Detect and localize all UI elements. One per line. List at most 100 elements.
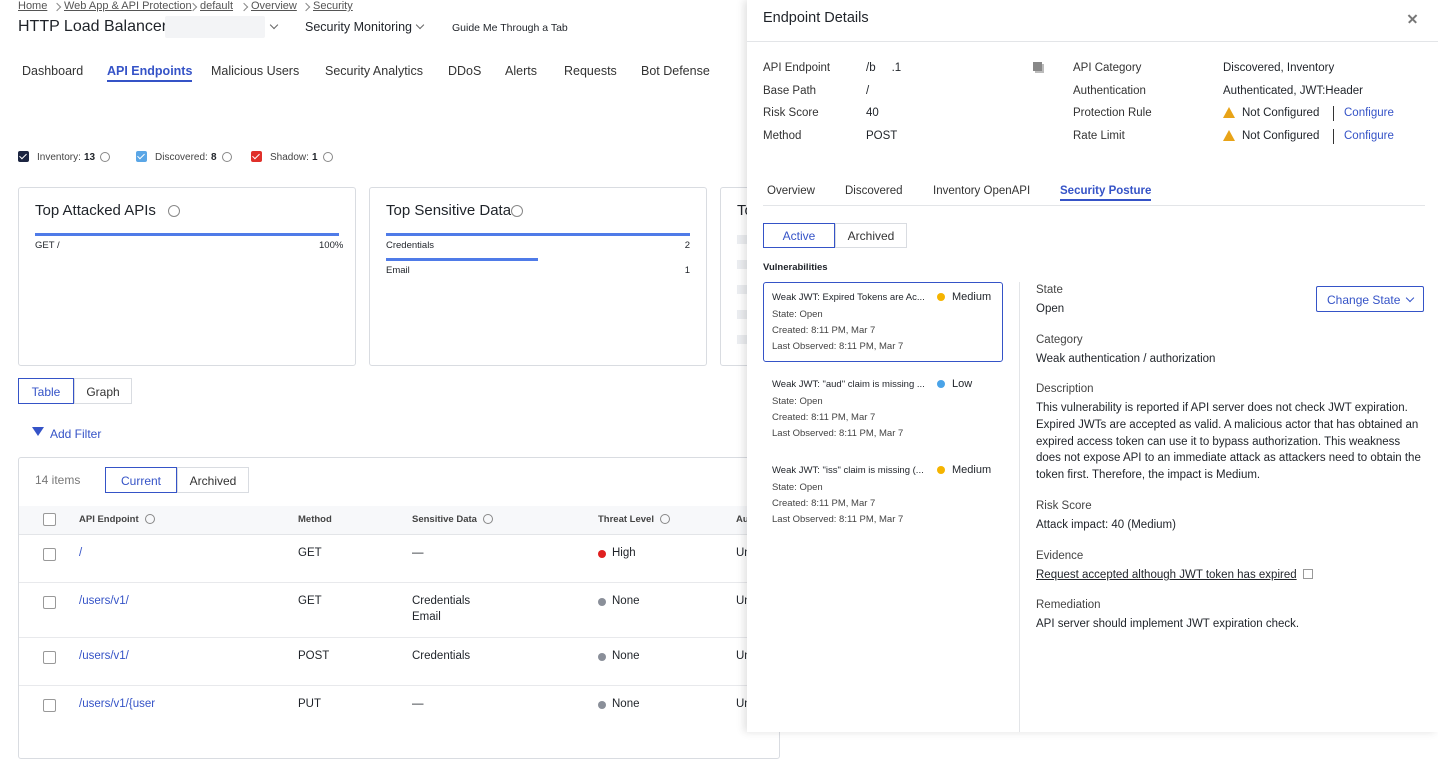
- divider: [763, 205, 1425, 206]
- severity: Medium: [952, 464, 992, 476]
- vulnerability-created: Created: 8:11 PM, Mar 7: [772, 498, 876, 509]
- add-filter[interactable]: Add Filter: [50, 427, 102, 441]
- breadcrumb-link[interactable]: Web App & API Protection: [64, 0, 192, 12]
- toggle-button[interactable]: Graph: [74, 378, 132, 404]
- detail-section-value: API server should implement JWT expirati…: [1036, 618, 1300, 630]
- vulnerability-title: Weak JWT: "aud" claim is missing ...: [772, 379, 925, 390]
- toggle-button[interactable]: Table: [18, 378, 74, 404]
- page-tab[interactable]: Requests: [564, 64, 617, 78]
- toggle-button[interactable]: Archived: [177, 467, 249, 493]
- info-icon: [660, 514, 670, 524]
- checkbox[interactable]: [43, 596, 56, 609]
- detail-section-label: Category: [1036, 334, 1083, 346]
- page-tab[interactable]: Security Analytics: [325, 64, 423, 78]
- drawer-tab[interactable]: Inventory OpenAPI: [933, 185, 1031, 197]
- checkbox[interactable]: [43, 513, 56, 526]
- checkbox[interactable]: [43, 548, 56, 561]
- breadcrumb-link[interactable]: Overview: [251, 0, 297, 12]
- threat-level: None: [612, 698, 640, 710]
- divider: [747, 41, 1438, 42]
- filter-label: Shadow:: [270, 152, 309, 163]
- checkbox[interactable]: [43, 651, 56, 664]
- vulnerability-card[interactable]: [763, 282, 1003, 362]
- configure-link[interactable]: Configure: [1344, 107, 1394, 120]
- card-row-value: 100%: [319, 240, 344, 251]
- card-bar: [386, 258, 538, 261]
- breadcrumb-link[interactable]: Security: [313, 0, 353, 12]
- placeholder: [737, 285, 749, 294]
- card-bar: [35, 233, 339, 236]
- page-tab[interactable]: Dashboard: [22, 64, 84, 78]
- detail-value: /b .1: [866, 62, 902, 74]
- guide-link[interactable]: Guide Me Through a Tab: [452, 22, 568, 34]
- configure-link[interactable]: Configure: [1344, 130, 1394, 143]
- drawer-tab[interactable]: Security Posture: [1060, 185, 1152, 201]
- detail-label: API Endpoint: [763, 62, 831, 74]
- filter-checkbox[interactable]: [136, 151, 147, 162]
- detail-value: Not Configured: [1242, 107, 1320, 120]
- info-icon: [145, 514, 155, 524]
- endpoint-link[interactable]: /: [79, 547, 83, 559]
- divider: [1019, 282, 1020, 732]
- info-icon: [222, 152, 232, 162]
- drawer-tab[interactable]: Overview: [767, 185, 815, 197]
- vulnerability-title: Weak JWT: Expired Tokens are Ac...: [772, 292, 925, 303]
- card-title: Top Attacked APIs: [35, 202, 156, 219]
- detail-label: Base Path: [763, 84, 817, 97]
- vulnerability-last-observed: Last Observed: 8:11 PM, Mar 7: [772, 428, 904, 439]
- detail-label: Method: [763, 130, 802, 143]
- detail-section-value[interactable]: Request accepted although JWT token has …: [1036, 569, 1297, 581]
- endpoint-link[interactable]: /users/v1/{user: [79, 698, 156, 710]
- filter-icon[interactable]: [32, 427, 44, 436]
- detail-section-label: Remediation: [1036, 599, 1101, 611]
- threat-level: None: [612, 650, 640, 662]
- view-dropdown[interactable]: Security Monitoring: [305, 20, 412, 34]
- vulnerability-last-observed: Last Observed: 8:11 PM, Mar 7: [772, 341, 904, 352]
- page-tab[interactable]: Bot Defense: [641, 64, 710, 78]
- info-icon: [100, 152, 110, 162]
- toggle-button[interactable]: Current: [105, 467, 177, 493]
- placeholder: [737, 310, 749, 319]
- drawer-tab[interactable]: Discovered: [845, 185, 903, 197]
- page-tab[interactable]: DDoS: [448, 64, 482, 78]
- method: POST: [298, 650, 330, 662]
- card-row-label: Credentials: [386, 240, 435, 251]
- threat-dot: [598, 653, 606, 661]
- breadcrumb-link[interactable]: default: [200, 0, 234, 12]
- endpoint-link[interactable]: /users/v1/: [79, 595, 129, 607]
- sensitive-data: —: [412, 698, 424, 710]
- page-tab[interactable]: Alerts: [505, 64, 537, 78]
- threat-dot: [598, 598, 606, 606]
- card-row-value: 2: [684, 240, 690, 251]
- detail-label: Rate Limit: [1073, 130, 1125, 143]
- detail-section-label: State: [1036, 284, 1063, 296]
- lb-caret: [269, 20, 279, 30]
- card-row-value: 1: [684, 265, 690, 276]
- info-icon: [483, 514, 493, 524]
- vulnerability-state: State: Open: [772, 309, 823, 320]
- breadcrumb-link[interactable]: Home: [18, 0, 48, 12]
- lb-select[interactable]: [165, 16, 265, 38]
- filter-checkbox[interactable]: [18, 151, 29, 162]
- endpoint-link[interactable]: /users/v1/: [79, 650, 129, 662]
- toggle-button[interactable]: Active: [763, 223, 835, 248]
- section-heading: Vulnerabilities: [763, 262, 828, 273]
- toggle-button[interactable]: Archived: [835, 223, 907, 248]
- method: PUT: [298, 698, 321, 710]
- header-row: [19, 506, 779, 535]
- checkbox[interactable]: [43, 699, 56, 712]
- change-state-button[interactable]: Change State: [1316, 286, 1424, 312]
- detail-label: Risk Score: [763, 107, 819, 120]
- detail-section-label: Risk Score: [1036, 500, 1092, 512]
- info-icon: [511, 205, 523, 217]
- severity: Low: [952, 378, 973, 390]
- filter-label: Discovered:: [155, 152, 208, 163]
- breadcrumb-separator: [52, 2, 62, 12]
- filter-checkbox[interactable]: [251, 151, 262, 162]
- page: {"breadcrumb":["Home","Web App & API Pro…: [0, 0, 1438, 732]
- page-tab[interactable]: Malicious Users: [211, 64, 300, 78]
- copy-icon[interactable]: [1033, 62, 1042, 71]
- page-tab[interactable]: API Endpoints: [107, 64, 193, 82]
- threat-dot: [598, 550, 606, 558]
- sensitive-data: Credentials: [412, 650, 471, 662]
